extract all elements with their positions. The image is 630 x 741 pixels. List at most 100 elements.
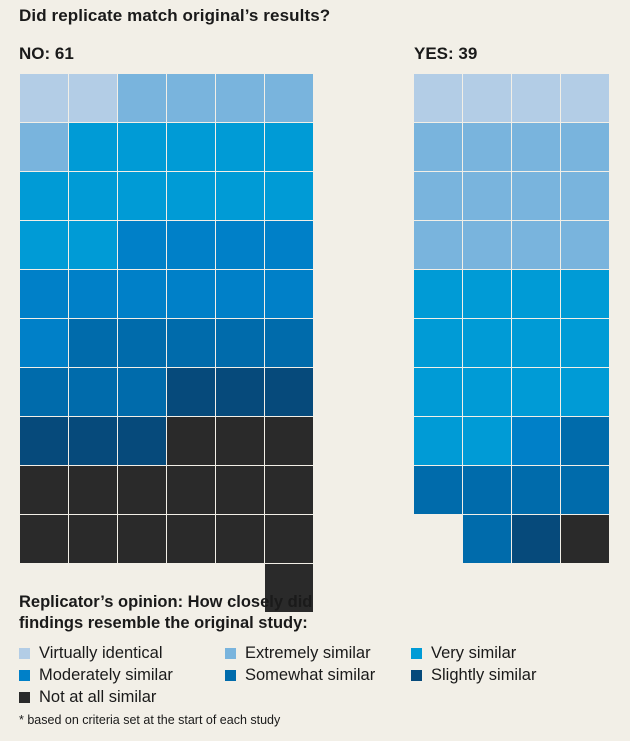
waffle-cell-no-moderately-similar xyxy=(20,319,68,367)
legend-swatch xyxy=(225,670,236,681)
waffle-cell-no-slightly-similar xyxy=(20,417,68,465)
waffle-cell-no-somewhat-similar xyxy=(69,319,117,367)
waffle-cell-no-somewhat-similar xyxy=(69,368,117,416)
legend-swatch xyxy=(19,692,30,703)
yes-group-label: YES: 39 xyxy=(414,44,478,63)
waffle-cell-yes-very-similar xyxy=(414,270,462,318)
waffle-cell-no-somewhat-similar xyxy=(118,319,166,367)
waffle-cell-no-very-similar xyxy=(20,221,68,269)
legend-swatch xyxy=(225,648,236,659)
waffle-cell-yes-extremely-similar xyxy=(512,221,560,269)
legend-label: Very similar xyxy=(431,644,517,662)
waffle-cell-no-not-at-all-similar xyxy=(216,466,264,514)
waffle-cell-yes-virtually-identical xyxy=(561,74,609,122)
waffle-cell-yes-extremely-similar xyxy=(414,123,462,171)
waffle-cell-yes-moderately-similar xyxy=(512,417,560,465)
waffle-cell-no-extremely-similar xyxy=(118,74,166,122)
waffle-cell-no-moderately-similar xyxy=(167,270,215,318)
legend-swatch xyxy=(19,670,30,681)
waffle-cell-yes-very-similar xyxy=(512,270,560,318)
waffle-cell-yes-very-similar xyxy=(512,368,560,416)
waffle-cell-yes-extremely-similar xyxy=(561,172,609,220)
waffle-cell-no-slightly-similar xyxy=(69,417,117,465)
legend-title-line-1: Replicator’s opinion: How closely did xyxy=(19,593,313,611)
waffle-cell-no-virtually-identical xyxy=(69,74,117,122)
waffle-cell-no-very-similar xyxy=(118,123,166,171)
waffle-cell-no-slightly-similar xyxy=(265,368,313,416)
waffle-cell-yes-somewhat-similar xyxy=(463,466,511,514)
legend-swatch xyxy=(411,670,422,681)
waffle-cell-no-not-at-all-similar xyxy=(265,515,313,563)
waffle-cell-no-very-similar xyxy=(265,172,313,220)
waffle-cell-no-moderately-similar xyxy=(118,270,166,318)
waffle-cell-yes-not-at-all-similar xyxy=(561,515,609,563)
waffle-cell-yes-very-similar xyxy=(561,319,609,367)
legend-item-very-similar: Very similar xyxy=(411,644,516,663)
waffle-cell-yes-very-similar xyxy=(463,368,511,416)
waffle-cell-no-virtually-identical xyxy=(20,74,68,122)
legend-label: Somewhat similar xyxy=(245,666,376,684)
waffle-cell-yes-extremely-similar xyxy=(463,172,511,220)
legend-label: Virtually identical xyxy=(39,644,163,662)
waffle-cell-no-very-similar xyxy=(20,172,68,220)
legend-item-somewhat-similar: Somewhat similar xyxy=(225,666,375,685)
waffle-cell-yes-extremely-similar xyxy=(463,221,511,269)
waffle-cell-no-extremely-similar xyxy=(265,74,313,122)
legend-title-line-2: findings resemble the original study: xyxy=(19,614,308,632)
waffle-cell-no-slightly-similar xyxy=(216,368,264,416)
waffle-cell-no-not-at-all-similar xyxy=(216,515,264,563)
waffle-cell-yes-very-similar xyxy=(561,270,609,318)
waffle-cell-no-not-at-all-similar xyxy=(265,466,313,514)
waffle-cell-yes-very-similar xyxy=(463,270,511,318)
legend-swatch xyxy=(19,648,30,659)
legend-label: Slightly similar xyxy=(431,666,537,684)
footnote: * based on criteria set at the start of … xyxy=(19,713,281,727)
waffle-cell-no-slightly-similar xyxy=(167,368,215,416)
waffle-cell-yes-virtually-identical xyxy=(512,74,560,122)
waffle-cell-no-moderately-similar xyxy=(216,221,264,269)
waffle-cell-no-not-at-all-similar xyxy=(20,466,68,514)
waffle-cell-yes-very-similar xyxy=(463,417,511,465)
waffle-cell-yes-very-similar xyxy=(414,319,462,367)
waffle-cell-no-very-similar xyxy=(216,123,264,171)
waffle-cell-no-moderately-similar xyxy=(265,221,313,269)
waffle-cell-yes-extremely-similar xyxy=(561,221,609,269)
waffle-cell-no-not-at-all-similar xyxy=(216,417,264,465)
waffle-cell-yes-virtually-identical xyxy=(463,74,511,122)
waffle-cell-no-moderately-similar xyxy=(265,270,313,318)
waffle-cell-no-very-similar xyxy=(167,123,215,171)
waffle-cell-no-not-at-all-similar xyxy=(20,515,68,563)
waffle-cell-no-not-at-all-similar xyxy=(265,564,313,612)
legend-label: Moderately similar xyxy=(39,666,173,684)
waffle-cell-no-very-similar xyxy=(167,172,215,220)
chart-title: Did replicate match original’s results? xyxy=(19,6,331,25)
waffle-cell-no-somewhat-similar xyxy=(118,368,166,416)
waffle-cell-yes-very-similar xyxy=(463,319,511,367)
waffle-cell-yes-somewhat-similar xyxy=(561,466,609,514)
waffle-cell-yes-very-similar xyxy=(414,417,462,465)
waffle-cell-no-very-similar xyxy=(69,221,117,269)
waffle-cell-no-not-at-all-similar xyxy=(167,466,215,514)
waffle-cell-no-very-similar xyxy=(118,172,166,220)
legend-item-extremely-similar: Extremely similar xyxy=(225,644,371,663)
no-group-label: NO: 61 xyxy=(19,44,74,63)
waffle-cell-no-moderately-similar xyxy=(69,270,117,318)
waffle-cell-yes-somewhat-similar xyxy=(512,466,560,514)
waffle-cell-yes-very-similar xyxy=(512,319,560,367)
waffle-cell-no-somewhat-similar xyxy=(20,368,68,416)
waffle-cell-yes-virtually-identical xyxy=(414,74,462,122)
waffle-cell-no-moderately-similar xyxy=(167,221,215,269)
waffle-cell-no-somewhat-similar xyxy=(216,319,264,367)
waffle-cell-no-not-at-all-similar xyxy=(167,515,215,563)
waffle-cell-no-slightly-similar xyxy=(118,417,166,465)
legend-label: Not at all similar xyxy=(39,688,157,706)
waffle-cell-no-not-at-all-similar xyxy=(118,466,166,514)
legend-item-slightly-similar: Slightly similar xyxy=(411,666,536,685)
waffle-cell-yes-very-similar xyxy=(561,368,609,416)
waffle-cell-yes-somewhat-similar xyxy=(414,466,462,514)
waffle-cell-no-not-at-all-similar xyxy=(118,515,166,563)
legend-item-not-at-all-similar: Not at all similar xyxy=(19,688,156,707)
waffle-cell-no-moderately-similar xyxy=(216,270,264,318)
waffle-cell-yes-extremely-similar xyxy=(561,123,609,171)
